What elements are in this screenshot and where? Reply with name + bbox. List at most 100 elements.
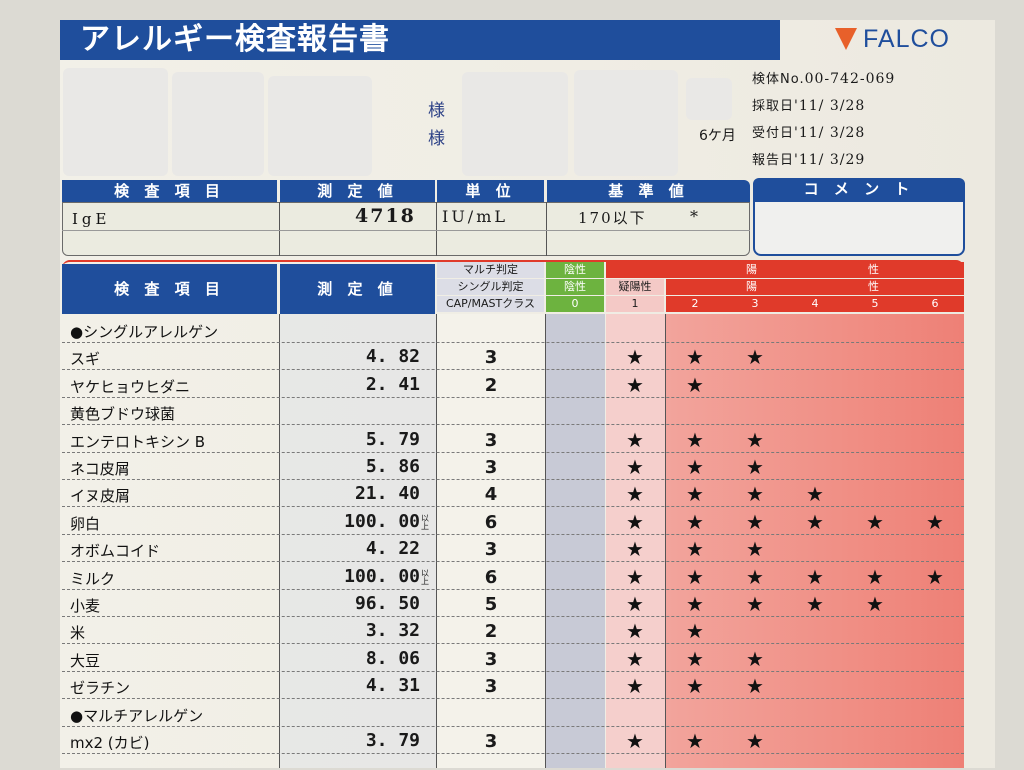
over-limit-mark: 以上 [421,514,429,531]
class-star-icon: ★ [626,373,644,397]
summary-reference: 170以下 [578,209,647,227]
allergen-name: ミルク [70,570,116,588]
header-class-3: 3 [751,297,759,310]
row-separator [62,589,964,591]
falco-logo-mark-icon [835,28,857,50]
class-star-icon: ★ [686,455,704,479]
table-divider-1 [279,314,280,768]
allergen-name: 米 [70,624,86,642]
allergen-class: 3 [484,539,498,560]
header-class-1: 1 [606,296,664,312]
class-star-icon: ★ [626,510,644,534]
allergen-class: 3 [484,430,498,451]
row-separator [62,616,964,618]
specimen-info: 検体No.00-742-069 採取日'11/ 3/28 受付日'11/ 3/2… [752,66,895,174]
summary-unit: IU/mL [442,207,508,226]
class-star-icon: ★ [686,428,704,452]
allergen-value: 8. 06 [365,648,420,669]
allergen-value: 3. 79 [365,730,420,751]
report-title: アレルギー検査報告書 [60,20,780,60]
specimen-number: 検体No.00-742-069 [752,71,896,87]
allergen-class: 3 [484,457,498,478]
allergen-value: 100. 00 [344,566,420,587]
class-star-icon: ★ [746,674,764,698]
header-class-0: 0 [546,296,604,312]
class-star-icon: ★ [626,482,644,506]
class-star-icon: ★ [686,345,704,369]
redacted-block-5 [574,70,678,176]
allergen-name: ゼラチン [70,679,131,697]
patient-age: 6ケ月 [699,128,736,144]
header-class-5: 5 [871,297,879,310]
row-separator [62,534,964,536]
row-separator [62,698,964,700]
class-star-icon: ★ [686,619,704,643]
collected-date: 採取日'11/ 3/28 [752,98,866,114]
class-star-icon: ★ [626,674,644,698]
positive-column-bg [666,314,964,768]
row-separator [62,753,964,755]
honorific-2: 様 [428,129,445,149]
class-star-icon: ★ [626,428,644,452]
row-separator [62,479,964,481]
allergen-class: 6 [484,512,498,533]
class-column-bg [437,314,545,768]
allergen-name: ヤケヒョウヒダニ [70,378,191,396]
summary-row-box [62,202,750,256]
class-star-icon: ★ [626,592,644,616]
summary-divider-2 [436,202,437,256]
allergen-name: ネコ皮屑 [70,460,130,478]
table-divider-2 [436,314,437,768]
header-class-2-6 [666,296,964,312]
allergen-name: ●マルチアレルゲン [70,707,204,725]
row-separator [62,726,964,728]
allergen-value: 21. 40 [354,483,420,504]
class-star-icon: ★ [746,647,764,671]
table-header-value: 測 定 値 [280,264,435,314]
allergen-class: 2 [484,375,498,396]
row-separator [62,671,964,673]
class-star-icon: ★ [626,345,644,369]
class-star-icon: ★ [686,647,704,671]
class-star-icon: ★ [746,455,764,479]
summary-header-value: 測 定 値 [280,180,435,202]
class-star-icon: ★ [926,565,944,589]
class-star-icon: ★ [746,729,764,753]
class-star-icon: ★ [626,565,644,589]
allergen-value: 3. 32 [365,620,420,641]
header-positive-multi: 陽性 [606,262,964,278]
class-star-icon: ★ [806,482,824,506]
redacted-block-2 [172,72,264,176]
class-star-icon: ★ [686,729,704,753]
allergen-name: 卵白 [70,515,101,533]
allergen-name: mx2 (カビ) [70,734,150,752]
class-star-icon: ★ [806,510,824,534]
header-class-4: 4 [811,297,819,310]
row-separator [62,506,964,508]
header-cap-mast-class: CAP/MASTクラス [437,296,544,312]
row-separator [62,342,964,344]
row-separator [62,424,964,426]
allergen-class: 3 [484,347,498,368]
allergen-value: 2. 41 [365,374,420,395]
summary-flag: * [690,207,698,226]
class-star-icon: ★ [746,592,764,616]
header-positive-single: 陽性 [666,279,964,295]
class-star-icon: ★ [866,592,884,616]
allergen-value: 4. 22 [365,538,420,559]
class-star-icon: ★ [626,729,644,753]
redacted-block-3 [268,76,372,176]
class-star-icon: ★ [746,428,764,452]
class-star-icon: ★ [626,619,644,643]
allergen-table-frame [62,260,964,770]
allergen-value: 96. 50 [354,593,420,614]
honorific-1: 様 [428,101,445,121]
allergen-class: 2 [484,621,498,642]
allergen-class: 5 [484,594,498,615]
summary-divider-3 [546,202,547,256]
class-star-icon: ★ [866,565,884,589]
summary-header-item: 検 査 項 目 [62,180,277,202]
class-star-icon: ★ [866,510,884,534]
header-single-judgement: シングル判定 [437,279,544,295]
class-star-icon: ★ [746,510,764,534]
